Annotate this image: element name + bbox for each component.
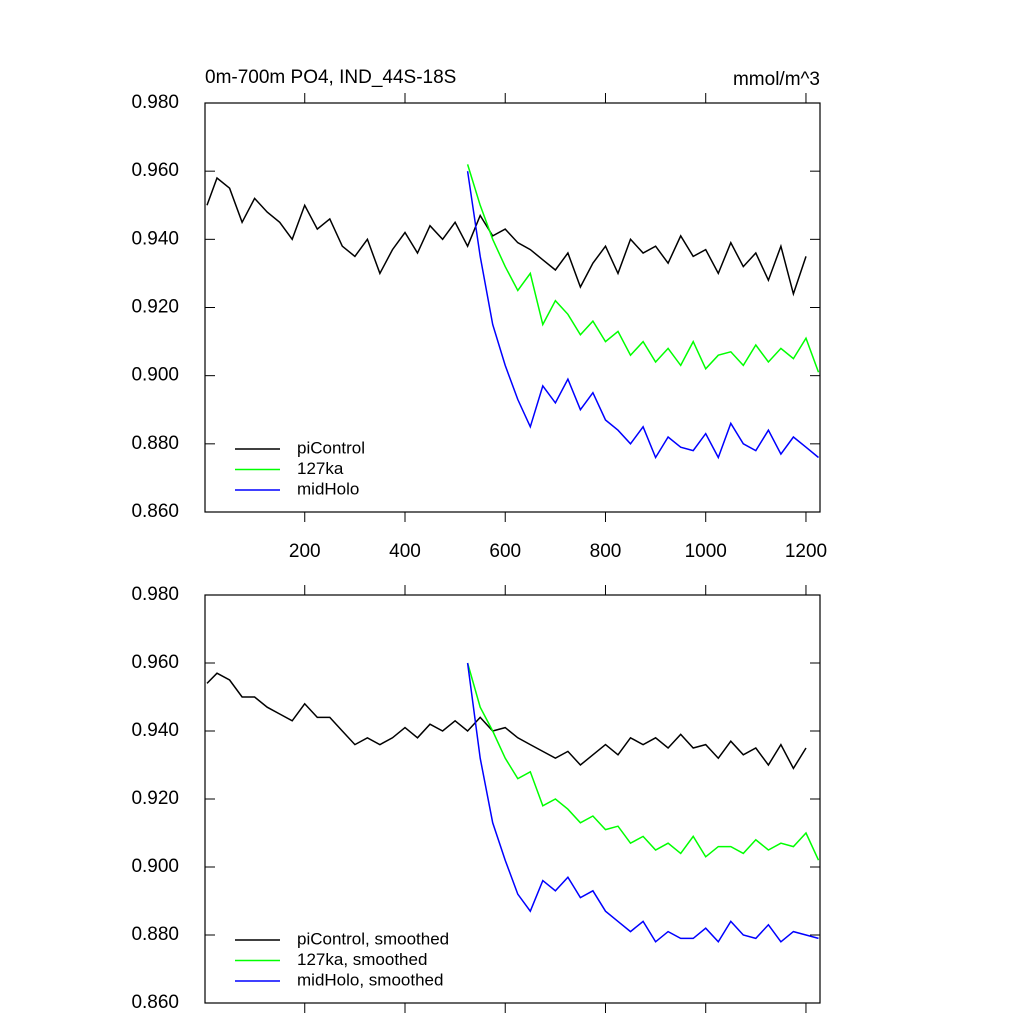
legend-label: midHolo <box>297 479 359 498</box>
y-tick-label: 0.980 <box>131 584 179 605</box>
y-tick-label: 0.900 <box>131 365 179 386</box>
legend-label: piControl <box>297 438 365 457</box>
data-line <box>206 176 807 297</box>
x-tick-label: 1000 <box>685 541 727 562</box>
units-label: mmol/m^3 <box>733 69 820 90</box>
x-tick-label: 200 <box>289 541 321 562</box>
y-tick-label: 0.940 <box>131 720 179 741</box>
data-line <box>466 662 819 944</box>
x-tick-label: 1200 <box>785 541 827 562</box>
legend-label: 127ka, smoothed <box>297 950 427 969</box>
x-tick-label: 400 <box>389 541 421 562</box>
y-tick-label: 0.940 <box>131 228 179 249</box>
data-line <box>466 171 819 460</box>
y-tick-label: 0.860 <box>131 992 179 1013</box>
x-tick-label: 600 <box>489 541 521 562</box>
y-tick-label: 0.920 <box>131 788 179 809</box>
chart-title: 0m-700m PO4, IND_44S-18S <box>205 67 456 88</box>
y-tick-label: 0.980 <box>131 92 179 113</box>
data-line <box>466 164 820 373</box>
y-tick-label: 0.960 <box>131 652 179 673</box>
data-line <box>206 672 807 770</box>
y-tick-label: 0.960 <box>131 160 179 181</box>
y-tick-label: 0.900 <box>131 856 179 877</box>
legend-label: piControl, smoothed <box>297 929 449 948</box>
legend-label: midHolo, smoothed <box>297 970 443 989</box>
data-line <box>466 662 820 861</box>
y-tick-label: 0.920 <box>131 297 179 318</box>
y-tick-label: 0.880 <box>131 433 179 454</box>
legend-label: 127ka <box>297 459 344 478</box>
x-tick-label: 800 <box>590 541 622 562</box>
y-tick-label: 0.880 <box>131 924 179 945</box>
y-tick-label: 0.860 <box>131 501 179 522</box>
